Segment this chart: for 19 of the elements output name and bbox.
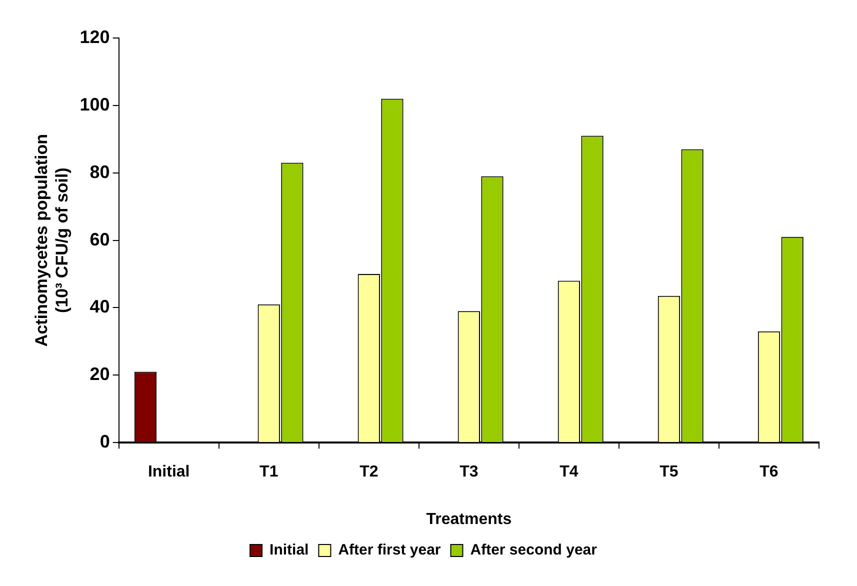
x-tick-label: T4 [560,464,578,481]
legend-label: After first year [338,542,441,559]
legend-label: After second year [470,542,598,559]
x-tick-label: T6 [760,464,778,481]
x-tick-label: T1 [260,464,278,481]
y-axis-title: Actinomycetes population (10³ CFU/g of soil) [32,134,72,347]
x-axis-title: Treatments [426,510,512,528]
y-tick-label: 20 [90,364,110,384]
y-tick-label: 100 [80,94,110,114]
x-tick-label: T5 [660,464,678,481]
legend-label: Initial [270,542,309,559]
x-tick-label: T2 [360,464,378,481]
y-tick-label: 120 [80,26,110,47]
x-tick-label: Initial [148,464,190,481]
x-tick-label: T3 [460,464,478,481]
y-tick-label: 40 [90,296,110,317]
y-tick-label: 60 [90,229,110,250]
y-tick-label: 0 [100,432,110,452]
y-tick-label: 80 [90,162,110,182]
